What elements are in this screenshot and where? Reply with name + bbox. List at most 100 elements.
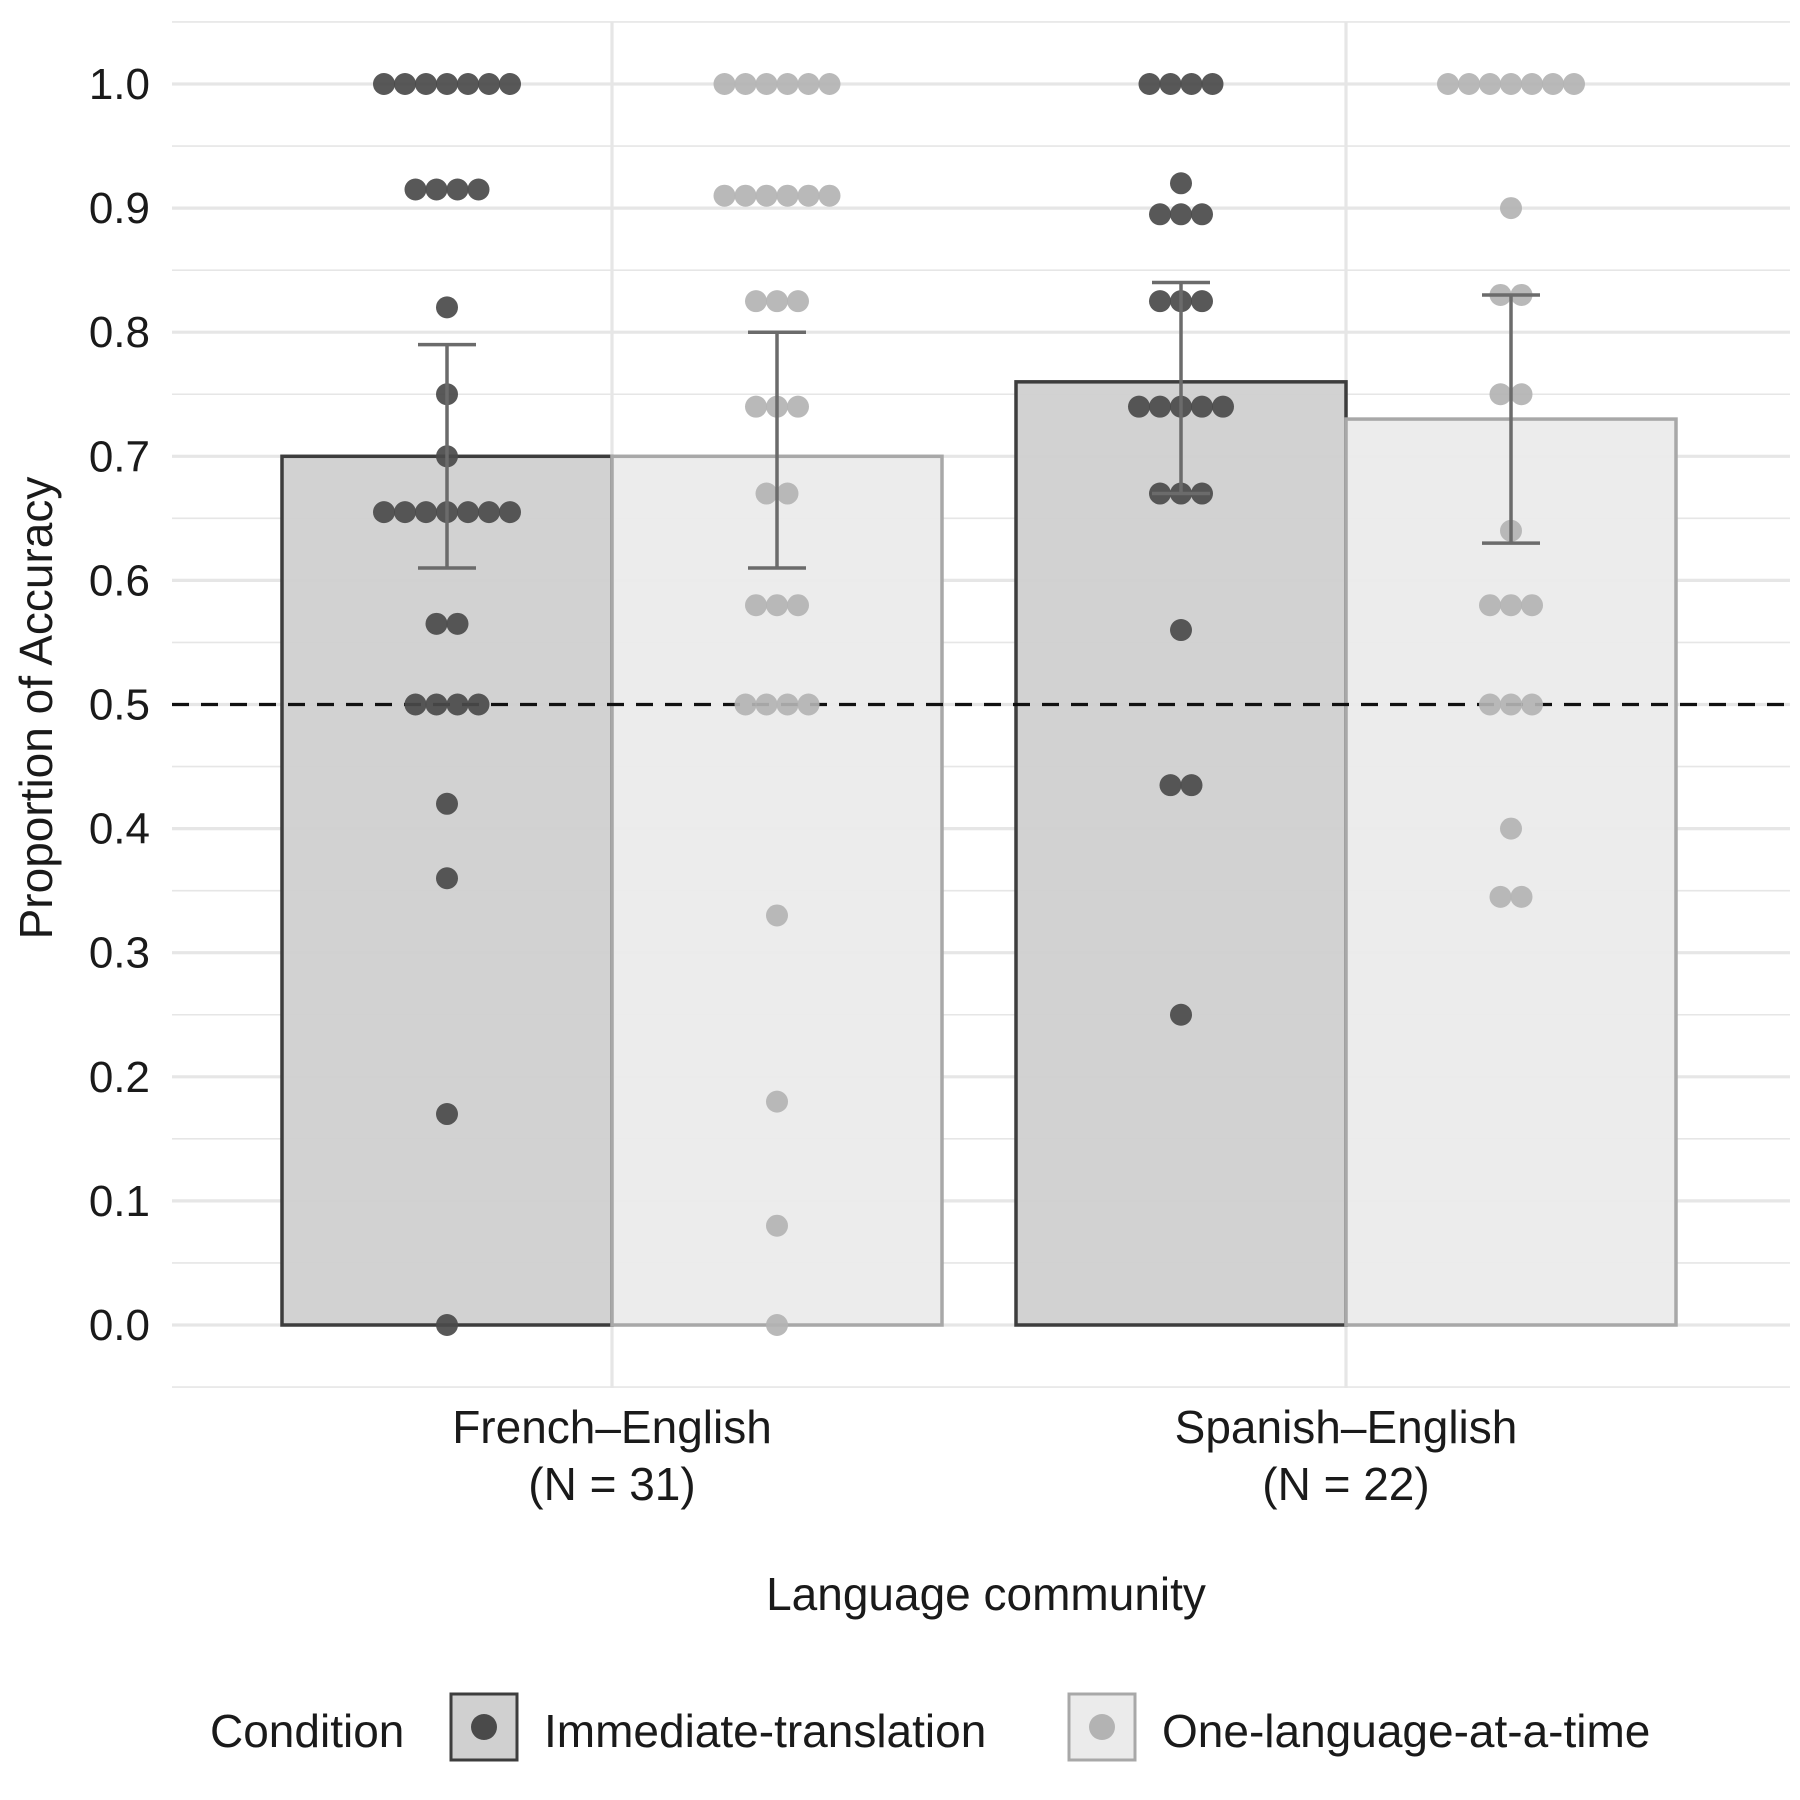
bar-one-language-at-a-time-2 xyxy=(1344,417,1678,1327)
y-tick-label: 0.5 xyxy=(89,681,150,730)
data-point xyxy=(766,904,788,927)
data-point xyxy=(436,867,458,890)
data-point xyxy=(1128,395,1150,418)
y-tick-label: 0.4 xyxy=(89,805,150,854)
y-tick-label: 0.0 xyxy=(89,1301,150,1350)
data-point xyxy=(1458,73,1480,95)
data-point xyxy=(1149,203,1171,226)
data-point xyxy=(745,594,767,617)
data-point xyxy=(1510,383,1533,406)
data-point xyxy=(734,73,757,95)
y-tick-label: 0.2 xyxy=(89,1053,150,1102)
data-point xyxy=(1170,1003,1192,1026)
data-point xyxy=(436,296,458,319)
data-point xyxy=(446,693,469,716)
x-category-labels: French–English(N = 31) Spanish–English(N … xyxy=(452,1401,1517,1510)
data-point xyxy=(499,501,521,524)
data-point xyxy=(1170,203,1192,226)
legend-label-one-language-at-a-time: One-language-at-a-time xyxy=(1162,1705,1650,1757)
data-point xyxy=(415,73,437,95)
data-point xyxy=(766,290,788,313)
data-point xyxy=(787,395,809,418)
data-point xyxy=(797,73,820,95)
x-category-count: (N = 31) xyxy=(528,1458,695,1510)
data-point xyxy=(1149,290,1171,313)
data-point xyxy=(776,693,799,716)
data-point xyxy=(1191,290,1213,313)
data-point xyxy=(1500,693,1522,716)
data-point xyxy=(436,792,458,815)
data-point xyxy=(425,612,448,635)
x-category-label: Spanish–English xyxy=(1175,1401,1518,1453)
legend-point-one-language-at-a-time xyxy=(1089,1714,1115,1740)
data-point xyxy=(1180,73,1203,95)
bar-immediate-translation-1 xyxy=(280,454,614,1327)
error-bars xyxy=(418,280,1540,570)
data-point xyxy=(776,184,799,207)
data-point xyxy=(776,482,799,505)
data-point xyxy=(745,395,767,418)
y-tick-label: 0.3 xyxy=(89,929,150,978)
y-tick-labels: 0.0 0.1 0.2 0.3 0.4 0.5 0.6 0.7 0.8 0.9 1.0 xyxy=(89,60,150,1350)
data-point xyxy=(734,184,757,207)
bars xyxy=(280,380,1678,1327)
error-bar xyxy=(1482,293,1540,545)
x-category-count: (N = 22) xyxy=(1262,1458,1429,1510)
data-point xyxy=(1521,594,1543,617)
y-tick-label: 0.9 xyxy=(89,184,150,233)
data-point xyxy=(1201,73,1224,95)
data-point xyxy=(766,594,788,617)
error-bar xyxy=(748,330,806,570)
data-point xyxy=(755,73,778,95)
data-point xyxy=(787,290,809,313)
legend-label-immediate-translation: Immediate-translation xyxy=(544,1705,986,1757)
bar-immediate-translation-2 xyxy=(1014,380,1348,1327)
data-point xyxy=(713,73,736,95)
data-point xyxy=(499,73,521,95)
data-point xyxy=(1500,594,1522,617)
data-point xyxy=(1479,73,1501,95)
data-point xyxy=(425,178,448,201)
data-point xyxy=(457,501,479,524)
y-tick-label: 0.1 xyxy=(89,1177,150,1226)
data-point xyxy=(1170,172,1192,195)
data-point xyxy=(1479,693,1501,716)
data-point xyxy=(425,693,448,716)
data-point xyxy=(373,73,395,95)
y-tick-label: 0.6 xyxy=(89,556,150,605)
data-point xyxy=(787,594,809,617)
data-point xyxy=(436,1103,458,1126)
error-bar xyxy=(418,342,476,570)
data-point xyxy=(1500,817,1522,840)
data-point xyxy=(1159,73,1182,95)
y-tick-label: 1.0 xyxy=(89,60,150,109)
data-point xyxy=(776,73,799,95)
data-point xyxy=(394,73,416,95)
data-point xyxy=(755,482,778,505)
data-points xyxy=(373,73,1585,1336)
data-point xyxy=(797,693,820,716)
data-point xyxy=(1521,693,1543,716)
data-point xyxy=(467,178,490,201)
data-point xyxy=(446,178,469,201)
data-point xyxy=(1521,73,1543,95)
data-point xyxy=(478,501,500,524)
data-point xyxy=(755,693,778,716)
data-point xyxy=(1510,885,1533,908)
data-point xyxy=(1212,395,1234,418)
data-point xyxy=(1500,197,1522,220)
data-point xyxy=(1500,73,1522,95)
data-point xyxy=(1180,774,1203,797)
data-point xyxy=(1489,383,1512,406)
data-point xyxy=(766,1314,788,1336)
data-point xyxy=(1149,395,1171,418)
data-point xyxy=(1542,73,1564,95)
data-point xyxy=(766,1214,788,1237)
data-point xyxy=(734,693,757,716)
data-point xyxy=(713,184,736,207)
data-point xyxy=(446,612,469,635)
data-point xyxy=(818,184,841,207)
y-axis-title: Proportion of Accuracy xyxy=(10,477,62,940)
legend-item-one-language-at-a-time: One-language-at-a-time xyxy=(1067,1692,1650,1762)
